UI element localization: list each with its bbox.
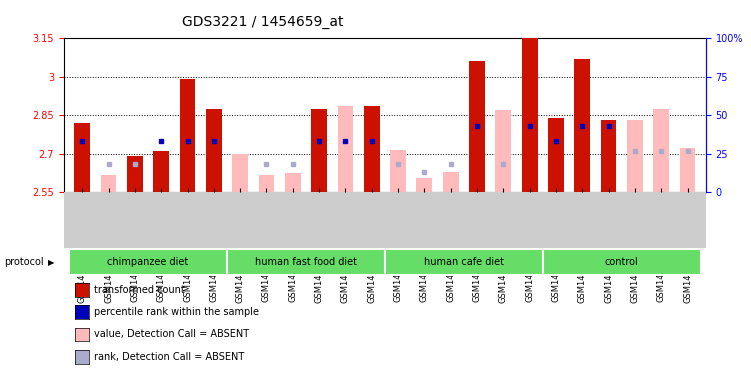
- Bar: [337, 106, 353, 192]
- Bar: [74, 123, 90, 192]
- Bar: [575, 59, 590, 192]
- Bar: [653, 109, 669, 192]
- Text: protocol: protocol: [4, 257, 44, 267]
- Bar: [227, 249, 385, 275]
- Bar: [417, 178, 433, 192]
- Bar: [69, 249, 227, 275]
- Text: value, Detection Call = ABSENT: value, Detection Call = ABSENT: [94, 329, 249, 339]
- Bar: [258, 175, 274, 192]
- Bar: [469, 61, 485, 192]
- Bar: [363, 106, 379, 192]
- Bar: [443, 172, 459, 192]
- Bar: [385, 249, 543, 275]
- Text: chimpanzee diet: chimpanzee diet: [107, 257, 189, 267]
- Bar: [311, 109, 327, 192]
- Text: rank, Detection Call = ABSENT: rank, Detection Call = ABSENT: [94, 352, 244, 362]
- Text: control: control: [605, 257, 638, 267]
- Bar: [337, 147, 353, 192]
- Bar: [153, 151, 169, 192]
- Bar: [601, 120, 617, 192]
- Bar: [127, 156, 143, 192]
- Bar: [548, 118, 564, 192]
- Bar: [543, 249, 701, 275]
- Bar: [391, 150, 406, 192]
- Text: percentile rank within the sample: percentile rank within the sample: [94, 307, 259, 317]
- Bar: [101, 175, 116, 192]
- Text: human cafe diet: human cafe diet: [424, 257, 504, 267]
- Text: transformed count: transformed count: [94, 285, 185, 295]
- Bar: [496, 110, 511, 192]
- Bar: [627, 120, 643, 192]
- Bar: [522, 23, 538, 192]
- Bar: [285, 173, 300, 192]
- Bar: [206, 109, 222, 192]
- Bar: [680, 149, 695, 192]
- Bar: [179, 79, 195, 192]
- Bar: [232, 154, 248, 192]
- Text: human fast food diet: human fast food diet: [255, 257, 357, 267]
- Text: GDS3221 / 1454659_at: GDS3221 / 1454659_at: [182, 15, 344, 29]
- Text: ▶: ▶: [48, 258, 54, 267]
